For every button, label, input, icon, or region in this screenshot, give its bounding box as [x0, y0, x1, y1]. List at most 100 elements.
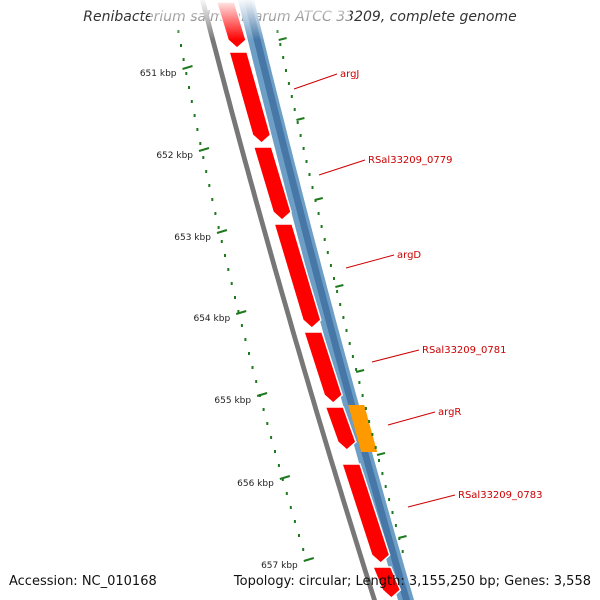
ruler-dot — [274, 450, 276, 453]
genome-summary: Topology: circular; Length: 3,155,250 bp… — [233, 574, 591, 589]
kbp-tick-mark — [235, 310, 247, 315]
outer-ruler-tick — [314, 197, 324, 201]
outer-ruler-tick — [355, 369, 365, 373]
leader-line — [318, 159, 366, 176]
outer-ruler-dot — [374, 446, 377, 449]
kbp-tick-mark — [216, 229, 228, 234]
gene-label: RSal33209_0781 — [422, 345, 506, 356]
ruler-dot — [230, 282, 233, 285]
kbp-tick-label: 656 kbp — [237, 479, 274, 489]
ruler-ticks: 651 kbp 652 kbp 653 kbp 654 kbp 655 kbp 656 k… — [140, 65, 315, 571]
gene-track — [215, 1, 402, 600]
gene-arrow-7 — [340, 463, 391, 565]
outer-ruler-dot — [394, 524, 397, 527]
kbp-tick-mark — [279, 475, 291, 480]
outer-ruler-tick — [376, 452, 386, 456]
gene-label: RSal33209_0779 — [368, 155, 452, 166]
outer-ruler-dot — [329, 264, 332, 267]
backbone-inner — [244, 0, 410, 600]
outer-ruler-dot — [333, 277, 335, 280]
ruler-dot — [237, 310, 240, 313]
ruler-dot — [248, 352, 250, 355]
outer-ruler-dot — [296, 121, 299, 124]
gene-arrow-4 — [273, 223, 322, 330]
ruler-dot — [202, 156, 205, 159]
outer-ruler-dot — [345, 329, 348, 332]
kbp-tick-mark — [303, 557, 315, 562]
ruler-dot — [196, 128, 199, 131]
kbp-tick-mark — [256, 392, 268, 397]
gene-arrow-2 — [228, 51, 272, 145]
kbp-tick-label: 657 kbp — [261, 561, 298, 571]
ruler-dot — [217, 226, 220, 229]
outer-ruler-dot — [293, 108, 296, 111]
outer-ruler-dot — [323, 238, 326, 241]
ruler-dot — [281, 478, 284, 481]
leader-line — [407, 494, 456, 508]
outer-ruler-dot — [279, 43, 282, 46]
ruler-dot — [185, 72, 188, 75]
accession-text: Accession: NC_010168 — [9, 574, 157, 589]
outer-ruler-dot — [285, 69, 287, 72]
outer-ruler-dot — [282, 56, 285, 59]
outer-ruler-dot — [326, 251, 329, 254]
ruler-dot — [188, 86, 190, 89]
gene-arrow-3 — [252, 146, 292, 222]
outer-ruler-dot — [358, 381, 361, 384]
leader-line — [293, 73, 338, 90]
outer-ruler-dot — [336, 290, 339, 293]
gene-label: argJ — [340, 69, 359, 80]
gene-label: argD — [397, 250, 421, 261]
outer-ruler-dot — [299, 134, 302, 137]
ruler-dot — [302, 548, 305, 551]
outer-ruler-dot — [378, 459, 380, 462]
leader-line — [387, 411, 436, 426]
outer-ruler-dot — [320, 225, 323, 228]
outer-ruler-tick — [398, 535, 407, 539]
gene-arrow-6 — [324, 406, 357, 452]
outer-ruler-dot — [351, 355, 354, 358]
outer-ruler-dot — [342, 316, 345, 319]
outer-ruler-dot — [364, 407, 367, 410]
ruler-dot — [220, 240, 223, 243]
ruler-dot — [182, 58, 185, 61]
ruler-dot — [227, 268, 230, 271]
outer-ruler-dot — [290, 95, 293, 98]
ruler-dot — [277, 464, 280, 467]
outer-ruler-dot — [287, 82, 290, 85]
ruler-dot — [289, 506, 292, 509]
ruler-dot — [251, 366, 254, 369]
argR-highlight — [348, 405, 378, 452]
ruler-dot — [270, 436, 273, 439]
ruler-dot — [214, 212, 217, 215]
ruler-dot — [211, 198, 214, 201]
ruler-dot — [244, 338, 247, 341]
gene-labels: argJ RSal33209_0779 argD RSal33209_0781 argR… — [293, 69, 542, 508]
outer-ruler-dot — [391, 511, 394, 514]
outer-ruler-dot — [368, 420, 371, 423]
ruler-dot — [234, 296, 236, 299]
kbp-tick-label: 651 kbp — [140, 69, 177, 79]
gene-arrow-8 — [371, 566, 402, 600]
ruler-dot — [266, 422, 269, 425]
ruler-dot — [255, 380, 258, 383]
outer-ruler-dot — [348, 342, 351, 345]
outer-ruler-dot — [355, 368, 358, 371]
outer-ruler-dot — [305, 160, 308, 163]
top-fade — [150, 0, 350, 40]
kbp-tick-mark — [182, 65, 193, 70]
backbone-shadow — [200, 0, 377, 600]
outer-ruler-dot — [308, 173, 311, 176]
ruler-dot — [180, 44, 182, 47]
outer-ruler-tick — [335, 284, 344, 288]
outer-ruler-tick — [296, 117, 305, 121]
outer-ruler-dot — [401, 550, 404, 553]
ruler-dot — [224, 254, 226, 257]
ruler-dot — [293, 520, 296, 523]
gene-label: argR — [438, 407, 461, 418]
kbp-tick-label: 652 kbp — [156, 151, 193, 161]
ruler-dot — [205, 170, 208, 173]
ruler-dot — [193, 114, 196, 117]
ruler-dots — [177, 30, 305, 551]
